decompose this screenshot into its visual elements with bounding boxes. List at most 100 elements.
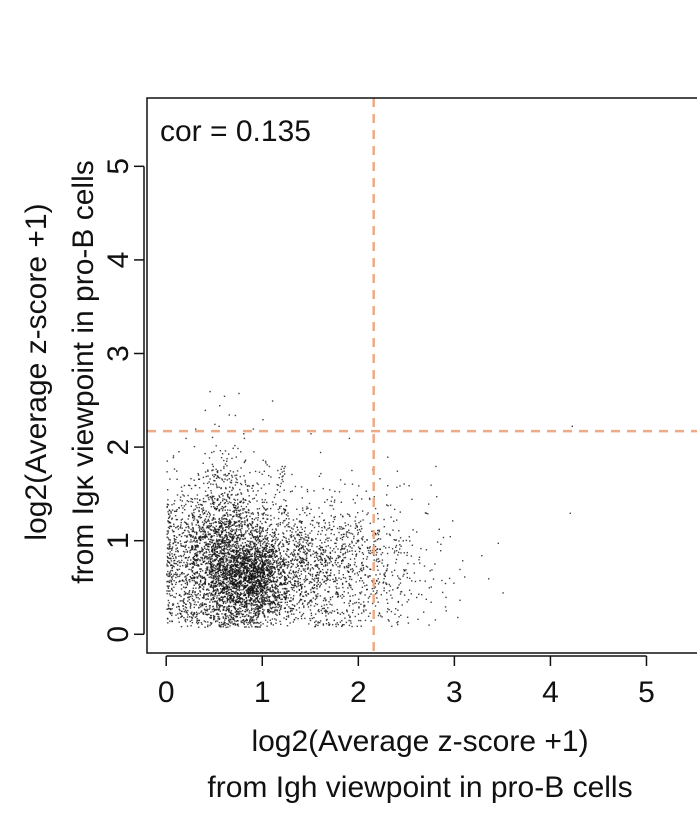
data-point <box>199 583 201 585</box>
data-point <box>245 572 248 575</box>
data-point <box>284 519 286 522</box>
data-point <box>195 571 197 574</box>
data-point <box>212 610 214 613</box>
data-point <box>195 596 198 599</box>
data-point <box>289 607 291 609</box>
data-point <box>204 452 206 455</box>
data-point <box>301 544 303 547</box>
data-point <box>237 595 239 597</box>
data-point <box>313 560 316 563</box>
data-point <box>240 557 242 559</box>
data-point <box>217 560 220 563</box>
data-point <box>274 531 276 533</box>
data-point <box>264 582 266 584</box>
data-point <box>247 523 249 526</box>
data-point <box>172 557 175 559</box>
data-point <box>225 569 228 571</box>
data-point <box>270 601 273 603</box>
data-point <box>222 549 225 551</box>
data-point <box>217 562 219 565</box>
data-point <box>226 572 229 574</box>
data-point <box>242 600 244 602</box>
data-point <box>275 523 278 526</box>
data-point <box>169 545 171 547</box>
data-point <box>198 619 200 622</box>
data-point <box>243 547 245 549</box>
data-point <box>296 552 299 555</box>
data-point <box>174 559 176 562</box>
data-point <box>278 604 281 606</box>
data-point <box>234 624 236 626</box>
data-point <box>192 557 194 559</box>
data-point <box>252 585 255 587</box>
data-point <box>293 589 295 592</box>
data-point <box>226 474 229 477</box>
data-point <box>295 556 297 558</box>
data-point <box>257 614 259 617</box>
data-point <box>197 621 200 624</box>
data-point <box>322 623 324 625</box>
data-point <box>231 598 234 600</box>
data-point <box>341 624 343 627</box>
data-point <box>263 576 265 579</box>
data-point <box>198 565 200 567</box>
data-point <box>188 556 190 558</box>
data-point <box>189 579 191 581</box>
data-point <box>361 612 363 614</box>
data-point <box>287 561 289 563</box>
data-point <box>250 537 252 539</box>
data-point <box>238 573 240 575</box>
data-point <box>243 562 246 564</box>
data-point <box>187 614 189 616</box>
data-point <box>319 584 321 587</box>
data-point <box>208 546 210 548</box>
data-point <box>223 539 225 542</box>
data-point <box>267 579 270 581</box>
data-point <box>353 537 355 540</box>
data-point <box>366 546 369 549</box>
data-point <box>283 562 285 564</box>
data-point <box>237 535 239 537</box>
data-point <box>289 553 292 555</box>
data-point <box>167 586 169 588</box>
data-point <box>230 566 233 568</box>
data-point <box>228 538 230 541</box>
data-point <box>166 555 169 558</box>
data-point <box>296 518 298 520</box>
data-point <box>243 475 245 477</box>
data-point <box>186 612 188 614</box>
data-point <box>198 503 200 506</box>
data-point <box>212 530 215 532</box>
data-point <box>336 587 338 590</box>
data-point <box>262 611 264 613</box>
data-point <box>244 574 246 576</box>
data-point <box>251 526 253 528</box>
data-point <box>221 589 223 591</box>
data-point <box>253 497 256 499</box>
data-point <box>255 539 258 542</box>
data-point <box>238 576 240 578</box>
data-point <box>299 562 302 565</box>
data-point <box>277 601 279 604</box>
data-point <box>212 587 214 590</box>
data-point <box>234 599 236 601</box>
data-point <box>374 532 376 535</box>
data-point <box>210 556 212 558</box>
data-point <box>360 525 362 528</box>
data-point <box>172 604 174 606</box>
data-point <box>226 552 229 554</box>
data-point <box>199 531 202 533</box>
data-point <box>287 523 289 526</box>
data-point <box>229 605 231 608</box>
data-point <box>199 542 201 544</box>
data-point <box>276 562 278 564</box>
data-point <box>357 546 360 548</box>
data-point <box>221 509 224 512</box>
data-point <box>208 613 210 615</box>
data-point <box>266 550 268 552</box>
data-point <box>255 544 258 546</box>
data-point <box>264 592 266 594</box>
data-point <box>222 542 225 544</box>
data-point <box>233 618 235 620</box>
data-point <box>214 559 217 561</box>
